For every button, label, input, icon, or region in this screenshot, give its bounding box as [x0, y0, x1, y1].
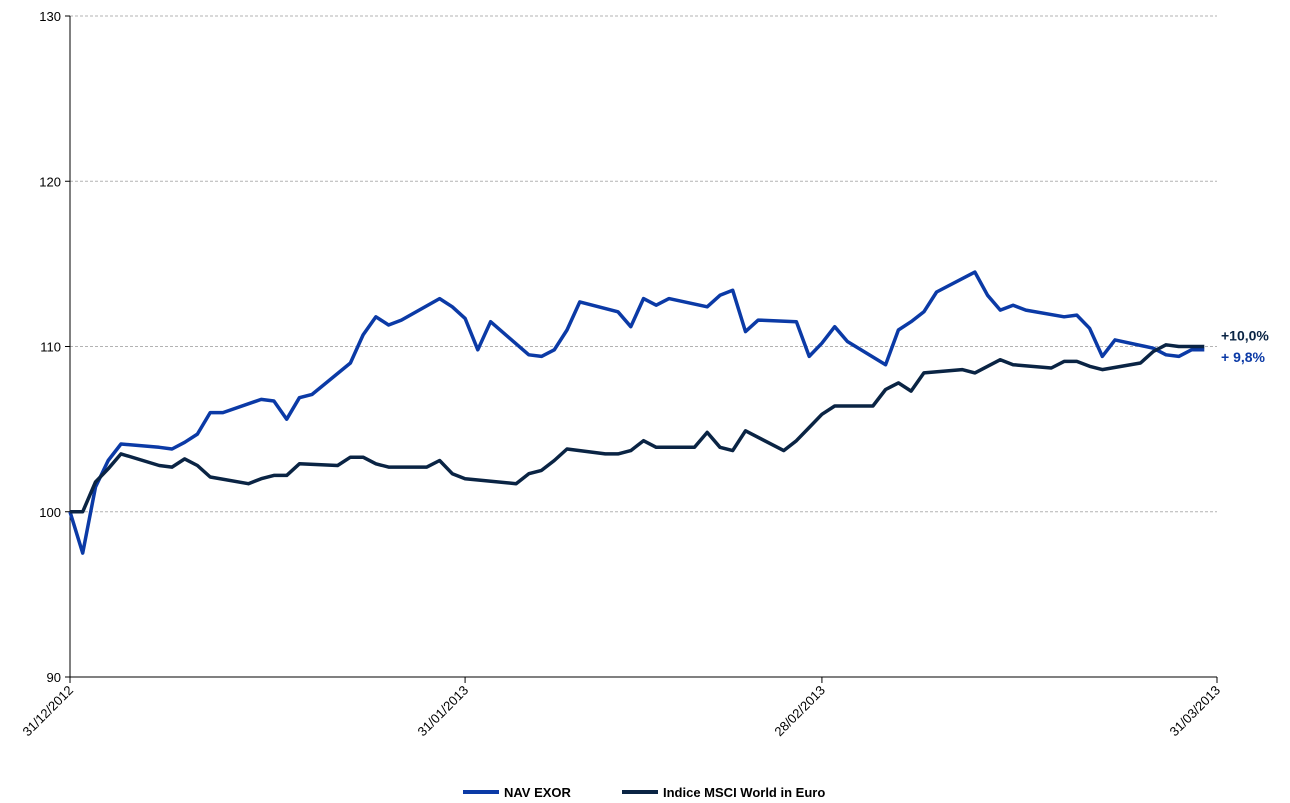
- end-value-labels: + 9,8% +10,0%: [1221, 328, 1269, 365]
- y-tick-label: 110: [40, 340, 61, 355]
- y-tick-label: 100: [39, 505, 61, 520]
- axes: [65, 15, 1218, 683]
- legend-label: Indice MSCI World in Euro: [663, 785, 825, 800]
- y-tick-label: 90: [47, 670, 61, 685]
- legend-label: NAV EXOR: [504, 785, 572, 800]
- series-lines: [68, 270, 1205, 555]
- x-tick-label: 31/03/2013: [1166, 683, 1223, 740]
- x-tick-label: 28/02/2013: [771, 683, 828, 740]
- y-tick-label: 130: [39, 9, 61, 24]
- series-end-label: +10,0%: [1221, 328, 1269, 344]
- y-tick-labels: 90 100 110 120 130: [39, 9, 61, 685]
- x-tick-label: 31/12/2012: [19, 683, 76, 740]
- x-tick-label: 31/01/2013: [415, 683, 472, 740]
- legend: NAV EXOR Indice MSCI World in Euro: [463, 785, 825, 800]
- series-line: [68, 270, 1205, 555]
- series-end-label: + 9,8%: [1221, 349, 1266, 365]
- y-tick-label: 120: [39, 174, 61, 189]
- series-line: [70, 343, 1205, 514]
- grid-lines: [70, 15, 1217, 513]
- x-tick-labels: 31/12/2012 31/01/2013 28/02/2013 31/03/2013: [19, 683, 1223, 740]
